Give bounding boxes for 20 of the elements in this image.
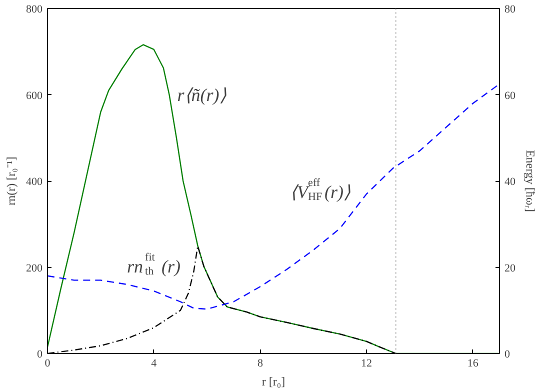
y-tick-label: 200 [26,262,43,274]
y2-tick-label: 20 [504,262,516,274]
x-tick-label: 4 [151,358,158,370]
y2-tick-label: 0 [504,348,510,360]
y2-tick-label: 60 [504,90,516,102]
x-tick-label: 8 [257,358,264,370]
y-tick-label: 0 [37,348,43,360]
annotation: r⟨ñ(r)⟩ [177,84,226,105]
y-tick-label: 600 [26,90,43,102]
y2-axis-title: Energy [ħωᵣ] [524,150,538,212]
y-tick-label: 400 [26,176,43,188]
x-tick-label: 12 [361,358,372,370]
line-series [48,83,500,310]
y-tick-label: 800 [26,4,43,16]
x-tick-label: 0 [44,358,51,370]
y2-tick-label: 40 [504,176,516,188]
y2-tick-label: 80 [504,4,516,16]
x-tick-label: 16 [467,358,479,370]
x-axis-title: r [r₀] [262,374,286,388]
y-axis-title: rn(r) [r₀⁻¹] [4,156,18,206]
